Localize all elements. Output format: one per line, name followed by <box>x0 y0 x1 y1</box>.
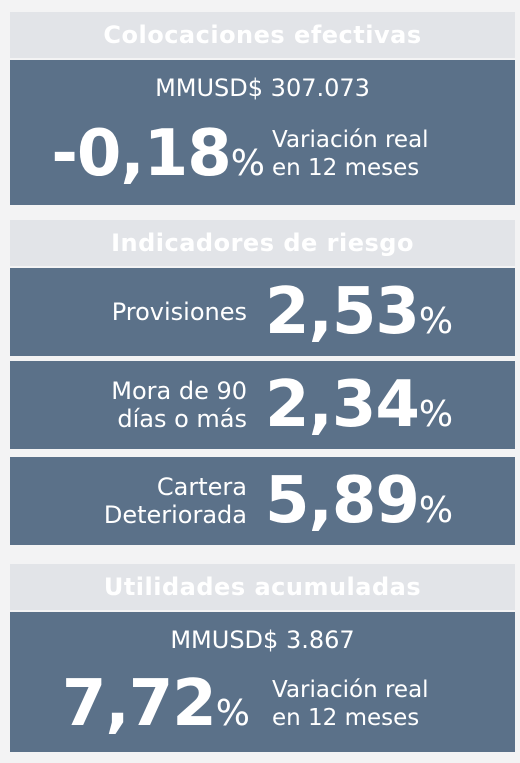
unit: % <box>230 143 265 184</box>
indicator-row: Provisiones 2,53% <box>10 268 515 356</box>
indicator-row: Cartera Deteriorada 5,89% <box>10 457 515 545</box>
section-header: Utilidades acumuladas <box>10 564 515 610</box>
note-line: Variación real <box>272 677 429 703</box>
big-value: 5,89% <box>265 469 453 533</box>
amount: MMUSD$ 3.867 <box>170 626 355 654</box>
unit: % <box>418 490 454 531</box>
panel: MMUSD$ 3.867 7,72% Variación real en 12 … <box>10 612 515 752</box>
unit: % <box>215 693 250 734</box>
note-line: Variación real <box>272 127 429 153</box>
note-line: en 12 meses <box>272 705 420 731</box>
note: Variación real en 12 meses <box>272 126 429 182</box>
value: 5,89 <box>265 464 420 538</box>
label: Cartera Deteriorada <box>104 457 247 545</box>
label-line: Cartera <box>156 473 247 501</box>
big-value: 7,72% <box>62 672 250 736</box>
section-header: Indicadores de riesgo <box>10 220 515 266</box>
value: 7,72 <box>61 667 217 741</box>
section-header: Colocaciones efectivas <box>10 12 515 58</box>
label: Provisiones <box>112 268 247 356</box>
indicator-row: Mora de 90 días o más 2,34% <box>10 361 515 449</box>
panel: MMUSD$ 307.073 -0,18% Variación real en … <box>10 60 515 205</box>
note: Variación real en 12 meses <box>272 676 429 732</box>
label: Mora de 90 días o más <box>111 361 247 449</box>
label-line: Provisiones <box>111 298 247 326</box>
value: 2,34 <box>265 368 420 442</box>
big-value: -0,18% <box>51 122 265 186</box>
label-line: Mora de 90 <box>111 377 247 405</box>
note-line: en 12 meses <box>272 155 420 181</box>
value: 2,53 <box>265 275 420 349</box>
label-line: Deteriorada <box>103 501 247 529</box>
big-value: 2,34% <box>265 373 453 437</box>
unit: % <box>418 394 454 435</box>
big-value: 2,53% <box>265 280 453 344</box>
unit: % <box>418 301 454 342</box>
amount: MMUSD$ 307.073 <box>155 74 370 102</box>
label-line: días o más <box>117 405 247 433</box>
value: -0,18 <box>51 117 231 191</box>
